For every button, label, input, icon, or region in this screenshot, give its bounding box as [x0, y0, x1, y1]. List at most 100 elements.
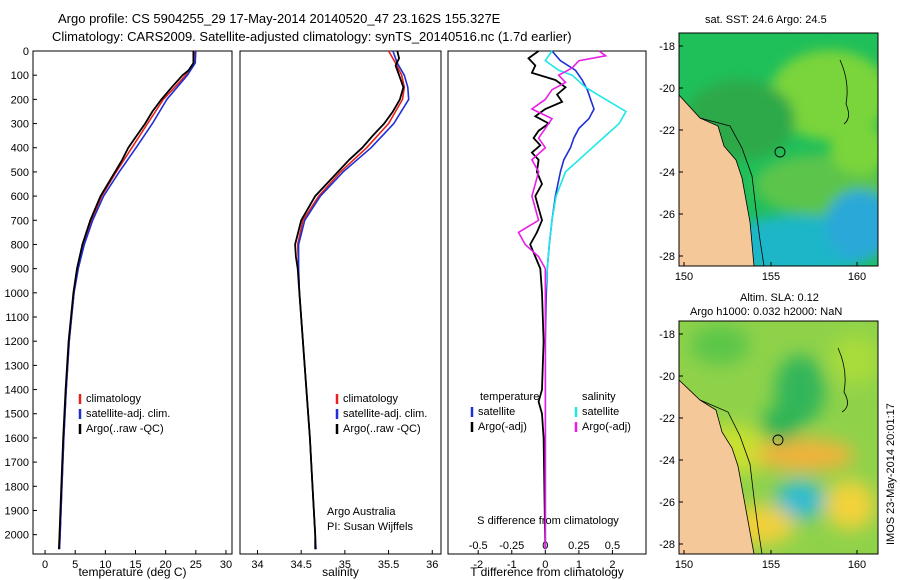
- difference-x-label: T difference from climatology: [470, 565, 624, 579]
- sst-map-title: sat. SST: 24.6 Argo: 24.5: [705, 14, 827, 26]
- temperature-panel: 0100200300400500600700800900100011001200…: [5, 46, 233, 579]
- argo-credit-line1: Argo Australia: [327, 506, 396, 518]
- difference-legend-temperature-label: satellite: [478, 406, 515, 418]
- x-tick-label: 20: [160, 559, 172, 571]
- y-tick-label: 1800: [5, 481, 29, 493]
- temperature-x-label: temperature (deg C): [78, 565, 186, 579]
- sst-map-frame: [678, 32, 879, 267]
- y-tick-label: 1900: [5, 505, 29, 517]
- legend-temperature-heading: temperature: [480, 391, 539, 403]
- salinity-legend-label: satellite-adj. clim.: [343, 408, 427, 420]
- x-tick-label: 34.5: [290, 559, 311, 571]
- x-tick-label: 35.5: [378, 559, 399, 571]
- difference-legend-temperature-label: Argo(-adj): [478, 421, 527, 433]
- temperature-legend-label: climatology: [86, 393, 142, 405]
- y-tick-label: 700: [11, 215, 29, 227]
- difference-series-line: [517, 50, 608, 550]
- lat-tick-label: -20: [659, 83, 675, 95]
- y-tick-label: 500: [11, 167, 29, 179]
- x-tick-label: 35: [339, 559, 351, 571]
- difference-legend-salinity-label: Argo(-adj): [582, 421, 631, 433]
- lat-tick-label: -20: [659, 371, 675, 383]
- lon-tick-label: 160: [848, 559, 866, 571]
- y-tick-label: 100: [11, 70, 29, 82]
- s-tick-label: 0.25: [568, 540, 589, 552]
- salinity-series-line: [296, 50, 406, 550]
- y-tick-label: 900: [11, 264, 29, 276]
- s-tick-label: -0.25: [499, 540, 524, 552]
- y-tick-label: 1000: [5, 288, 29, 300]
- y-tick-label: 1300: [5, 360, 29, 372]
- sla-map: 150 155 160 -18 -20 -22 -24 -26 -28: [659, 320, 879, 571]
- temperature-series-line: [58, 50, 196, 550]
- lat-tick-label: -24: [659, 167, 675, 179]
- y-tick-label: 2000: [5, 530, 29, 542]
- y-tick-label: 1500: [5, 409, 29, 421]
- y-tick-label: 1600: [5, 433, 29, 445]
- salinity-series-line: [294, 50, 405, 550]
- sst-argo-location: [774, 146, 786, 158]
- salinity-panel: 34 34.5 35 35.5 36 climatology satellite-adj. …: [239, 50, 442, 579]
- s-tick-label: 0.5: [605, 540, 620, 552]
- salinity-x-label: salinity: [322, 565, 359, 579]
- figure-title-line2: Climatology: CARS2009. Satellite-adjuste…: [52, 29, 572, 44]
- s-difference-label: S difference from climatology: [477, 515, 619, 527]
- difference-panel: -2 -1 0 1 2-0.5 -0.25 0 0.25 0.5S difference fro…: [447, 50, 647, 579]
- argo-credit-line2: PI: Susan Wijffels: [327, 521, 413, 533]
- temperature-series-line: [58, 50, 197, 550]
- lat-tick-label: -18: [659, 41, 675, 53]
- temperature-legend-label: Argo(..raw -QC): [86, 423, 164, 435]
- x-tick-label: 2: [609, 559, 615, 571]
- y-tick-label: 600: [11, 191, 29, 203]
- sla-map-ticks: 150 155 160 -18 -20 -22 -24 -26 -28: [659, 329, 866, 571]
- sla-map-title-line1: Altim. SLA: 0.12: [740, 292, 819, 304]
- lon-tick-label: 150: [675, 559, 693, 571]
- legend-salinity-heading: salinity: [582, 391, 616, 403]
- lon-tick-label: 160: [848, 271, 866, 283]
- sst-depth-contour: [699, 117, 765, 266]
- y-tick-label: 800: [11, 239, 29, 251]
- lat-tick-label: -26: [659, 209, 675, 221]
- x-tick-label: -1: [507, 559, 517, 571]
- x-tick-label: 25: [190, 559, 202, 571]
- sst-reef-contour: [839, 59, 849, 125]
- figure-title-line1: Argo profile: CS 5904255_29 17-May-2014 …: [58, 11, 501, 26]
- x-tick-label: 0: [542, 559, 548, 571]
- sst-map-ticks: 150 155 160 -18 -20 -22 -24 -26 -28: [659, 41, 866, 283]
- y-tick-label: 400: [11, 143, 29, 155]
- difference-series-line: [527, 50, 567, 550]
- y-tick-label: 200: [11, 94, 29, 106]
- x-tick-label: 1: [576, 559, 582, 571]
- lon-tick-label: 150: [675, 271, 693, 283]
- lat-tick-label: -28: [659, 539, 675, 551]
- y-tick-label: 1400: [5, 385, 29, 397]
- plot-frame: [447, 50, 647, 555]
- sla-map-title-line2: Argo h1000: 0.032 h2000: NaN: [690, 306, 843, 318]
- temperature-legend-label: satellite-adj. clim.: [86, 408, 170, 420]
- x-tick-label: 34: [251, 559, 263, 571]
- y-tick-label: 0: [23, 46, 29, 58]
- sla-depth-contour: [699, 399, 763, 554]
- salinity-legend-label: climatology: [343, 393, 399, 405]
- lon-tick-label: 155: [762, 271, 780, 283]
- plot-frame: [239, 50, 442, 555]
- x-tick-label: 15: [129, 559, 141, 571]
- y-tick-label: 1200: [5, 336, 29, 348]
- y-tick-label: 1700: [5, 457, 29, 469]
- y-tick-label: 300: [11, 119, 29, 131]
- x-tick-label: 10: [99, 559, 111, 571]
- lat-tick-label: -26: [659, 497, 675, 509]
- lat-tick-label: -22: [659, 413, 675, 425]
- sla-argo-location: [772, 434, 784, 446]
- x-tick-label: 0: [42, 559, 48, 571]
- lat-tick-label: -22: [659, 125, 675, 137]
- sla-reef-contour: [837, 347, 848, 413]
- difference-series-line: [544, 50, 627, 550]
- lat-tick-label: -24: [659, 455, 675, 467]
- plot-frame: [32, 50, 233, 555]
- sla-map-frame: [678, 320, 879, 555]
- lon-tick-label: 155: [762, 559, 780, 571]
- temperature-series-line: [58, 51, 195, 550]
- sst-map: 150 155 160 -18 -20 -22 -24 -26 -28: [659, 32, 879, 283]
